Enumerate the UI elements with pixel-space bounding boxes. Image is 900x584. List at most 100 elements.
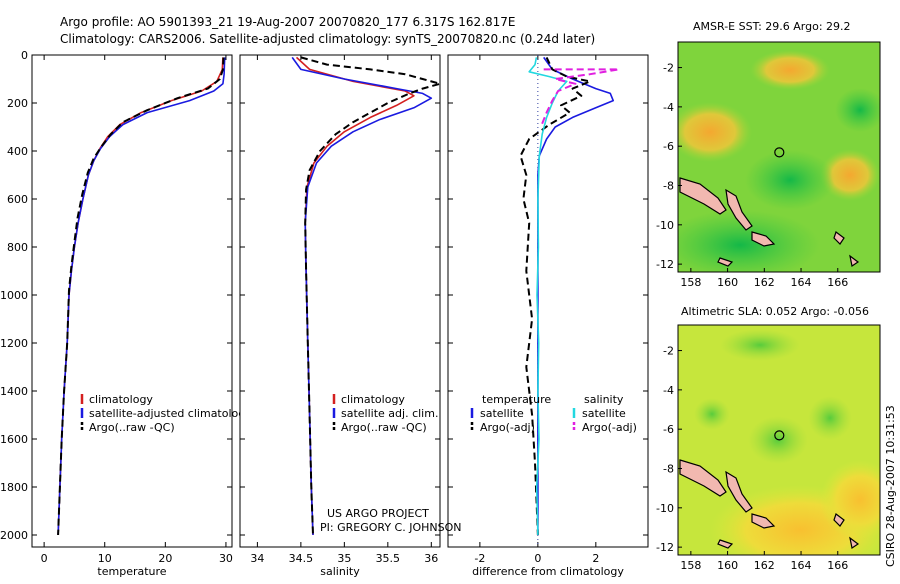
sla-lat-tick-label: -8 bbox=[663, 463, 674, 476]
sst-coastline bbox=[679, 177, 860, 267]
figure-title-line1: Argo profile: AO 5901393_21 19-Aug-2007 … bbox=[60, 15, 516, 29]
sla-lon-tick-label: 166 bbox=[827, 559, 848, 572]
depth-tick-label: 1600 bbox=[0, 433, 28, 446]
sst-map-title: AMSR-E SST: 29.6 Argo: 29.2 bbox=[693, 20, 851, 33]
salinity-x-tick-label: 35.5 bbox=[376, 552, 401, 565]
temperature-x-tick-label: 0 bbox=[41, 552, 48, 565]
sst-cool-patch-center bbox=[745, 150, 835, 210]
salinity-x-axis-label: salinity bbox=[320, 565, 360, 578]
sla-lon-tick-label: 158 bbox=[680, 559, 701, 572]
salinity-panel: 34 34.5 35 35.5 36 salinity climatologysatelli… bbox=[239, 54, 441, 578]
sla-lon-tick-label: 162 bbox=[754, 559, 775, 572]
sla-island-4 bbox=[717, 539, 734, 549]
salinity-legend-label: satellite adj. clim. bbox=[341, 407, 438, 420]
figure-title-line2: Climatology: CARS2006. Satellite-adjuste… bbox=[60, 32, 595, 46]
sla-cool-patch-north bbox=[720, 329, 800, 361]
sla-island-6 bbox=[849, 536, 860, 549]
sla-coastline bbox=[679, 459, 860, 549]
sla-lat-tick-label: -6 bbox=[663, 423, 674, 436]
salinity-plot-frame bbox=[239, 54, 441, 548]
difference-legend-heading: temperature bbox=[482, 393, 551, 406]
sst-lon-tick-label: 166 bbox=[827, 276, 848, 289]
temperature-series-line bbox=[57, 57, 226, 536]
sst-warm-patch-west bbox=[678, 102, 752, 162]
depth-tick-label: 200 bbox=[7, 97, 28, 110]
difference-series-line bbox=[528, 57, 568, 536]
temperature-legend-label: climatology bbox=[89, 393, 153, 406]
temperature-series-line bbox=[57, 57, 225, 536]
salinity-x-tick-label: 34.5 bbox=[289, 552, 314, 565]
difference-x-tick-label: 0 bbox=[534, 552, 541, 565]
salinity-legend-label: climatology bbox=[341, 393, 405, 406]
sla-map-frame bbox=[677, 324, 881, 556]
difference-legend-label: Argo(-adj) bbox=[480, 421, 535, 434]
sla-lat-tick-label: -4 bbox=[663, 384, 674, 397]
depth-tick-label: 1800 bbox=[0, 481, 28, 494]
sla-cool-patch-west bbox=[694, 398, 730, 430]
sst-lat-tick-label: -10 bbox=[656, 219, 674, 232]
sst-island-3 bbox=[751, 231, 776, 247]
sst-lon-tick-label: 162 bbox=[754, 276, 775, 289]
sst-island-6 bbox=[849, 254, 860, 267]
depth-tick-label: 600 bbox=[7, 193, 28, 206]
temperature-legend-label: satellite-adjusted climatology bbox=[89, 407, 252, 420]
side-timestamp: CSIRO 28-Aug-2007 10:31:53 bbox=[884, 405, 897, 567]
difference-legend-heading: salinity bbox=[584, 393, 624, 406]
sst-island-2 bbox=[725, 188, 753, 231]
sla-island-2 bbox=[725, 470, 753, 513]
sst-map-frame bbox=[677, 41, 881, 273]
sla-lat-tick-label: -12 bbox=[656, 541, 674, 554]
sst-lon-tick-label: 164 bbox=[791, 276, 812, 289]
sla-cool-patch-east bbox=[808, 396, 852, 440]
sst-argo-position-marker bbox=[774, 147, 785, 158]
temperature-legend-label: Argo(..raw -QC) bbox=[89, 421, 175, 434]
sst-lon-tick-label: 160 bbox=[717, 276, 738, 289]
difference-series-line bbox=[519, 56, 591, 536]
depth-tick-label: 800 bbox=[7, 241, 28, 254]
salinity-x-tick-label: 34 bbox=[250, 552, 264, 565]
credit-line2: PI: GREGORY C. JOHNSON bbox=[320, 521, 461, 534]
depth-tick-label: 1400 bbox=[0, 385, 28, 398]
depth-tick-label: 0 bbox=[21, 49, 28, 62]
depth-tick-label: 1000 bbox=[0, 289, 28, 302]
sla-map-field bbox=[678, 325, 880, 555]
salinity-x-tick-label: 36 bbox=[424, 552, 438, 565]
temperature-x-axis-label: temperature bbox=[97, 565, 166, 578]
temperature-panel: 0 10 20 30 0 200 400 600 800 1000 1200 1400 1600 1800… bbox=[0, 49, 252, 578]
sst-cool-patch-northeast bbox=[835, 88, 880, 132]
temperature-x-tick-label: 10 bbox=[98, 552, 112, 565]
sla-island-3 bbox=[751, 513, 776, 529]
difference-legend-label: satellite bbox=[582, 407, 626, 420]
sla-island-5 bbox=[833, 513, 845, 527]
sst-warm-patch-north bbox=[750, 50, 830, 90]
sla-lat-tick-label: -2 bbox=[663, 345, 674, 358]
sst-lon-tick-label: 158 bbox=[680, 276, 701, 289]
sst-island-4 bbox=[717, 257, 734, 267]
sst-island-5 bbox=[833, 231, 845, 245]
difference-legend-label: satellite bbox=[480, 407, 524, 420]
sst-island-1 bbox=[679, 177, 727, 215]
sst-lat-tick-label: -12 bbox=[656, 258, 674, 271]
difference-plot-frame bbox=[447, 54, 649, 548]
difference-x-tick-label: -2 bbox=[474, 552, 485, 565]
depth-tick-label: 2000 bbox=[0, 529, 28, 542]
depth-tick-label: 400 bbox=[7, 145, 28, 158]
sst-lat-tick-label: -4 bbox=[663, 101, 674, 114]
sla-map-title: Altimetric SLA: 0.052 Argo: -0.056 bbox=[681, 305, 869, 318]
temperature-x-tick-label: 20 bbox=[158, 552, 172, 565]
sst-map-field bbox=[678, 42, 880, 272]
difference-x-tick-label: 2 bbox=[592, 552, 599, 565]
credit-line1: US ARGO PROJECT bbox=[327, 507, 429, 520]
sla-lon-tick-label: 160 bbox=[717, 559, 738, 572]
sst-lat-tick-label: -8 bbox=[663, 180, 674, 193]
temperature-plot-frame bbox=[31, 54, 233, 548]
salinity-series-line bbox=[300, 56, 441, 536]
salinity-x-tick-label: 35 bbox=[337, 552, 351, 565]
sla-lat-tick-label: -10 bbox=[656, 502, 674, 515]
difference-legend-label: Argo(-adj) bbox=[582, 421, 637, 434]
sst-warm-patch-east bbox=[820, 149, 880, 201]
sla-lon-tick-label: 164 bbox=[791, 559, 812, 572]
sst-cool-patch-south bbox=[678, 210, 820, 272]
